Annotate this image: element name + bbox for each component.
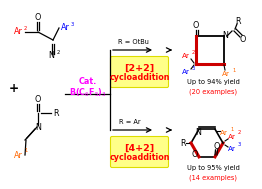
Text: Ar: Ar xyxy=(14,150,23,160)
Text: 3: 3 xyxy=(71,22,74,26)
Text: Ar: Ar xyxy=(222,71,230,77)
Text: R = OtBu: R = OtBu xyxy=(118,39,149,45)
Text: 2: 2 xyxy=(192,50,195,54)
Text: 2: 2 xyxy=(57,50,60,54)
Text: N: N xyxy=(195,128,201,137)
Text: O: O xyxy=(193,22,199,30)
Text: cycloaddition: cycloaddition xyxy=(109,153,170,161)
Text: 1: 1 xyxy=(230,127,233,132)
Text: O: O xyxy=(214,142,220,151)
Text: N: N xyxy=(48,51,54,60)
Text: B(C$_6$F$_5$)$_3$: B(C$_6$F$_5$)$_3$ xyxy=(69,87,107,99)
Text: Up to 95% yield: Up to 95% yield xyxy=(187,165,239,171)
FancyBboxPatch shape xyxy=(111,57,168,88)
Text: 2: 2 xyxy=(24,26,27,30)
Text: (14 examples): (14 examples) xyxy=(189,175,237,181)
Text: Up to 94% yield: Up to 94% yield xyxy=(187,79,239,85)
Text: Ar: Ar xyxy=(182,53,190,59)
Text: O: O xyxy=(240,35,246,43)
Text: O: O xyxy=(35,95,41,105)
FancyBboxPatch shape xyxy=(111,136,168,167)
Text: 2: 2 xyxy=(238,130,241,136)
Text: Ar: Ar xyxy=(61,23,69,33)
Text: 1: 1 xyxy=(232,67,235,73)
Text: R: R xyxy=(235,16,241,26)
Text: Ar: Ar xyxy=(14,28,23,36)
Text: [4+2]: [4+2] xyxy=(124,143,155,153)
Text: Ar: Ar xyxy=(220,130,228,136)
Text: Ar: Ar xyxy=(182,69,190,75)
Text: (20 examples): (20 examples) xyxy=(189,89,237,95)
Text: 3: 3 xyxy=(238,143,241,147)
Text: R: R xyxy=(180,139,186,147)
Text: 3: 3 xyxy=(192,66,195,70)
Text: Ar: Ar xyxy=(228,134,236,140)
Text: R = Ar: R = Ar xyxy=(119,119,141,125)
Text: cycloaddition: cycloaddition xyxy=(109,73,170,81)
Text: +: + xyxy=(9,81,19,94)
Text: O: O xyxy=(35,13,41,22)
Text: R: R xyxy=(53,108,59,118)
Text: N: N xyxy=(222,30,228,40)
Text: 1: 1 xyxy=(24,149,27,153)
Text: [2+2]: [2+2] xyxy=(124,64,155,73)
Text: Cat.: Cat. xyxy=(79,77,97,87)
Text: N: N xyxy=(35,122,41,132)
Text: Ar: Ar xyxy=(228,146,236,152)
Text: O: O xyxy=(192,150,198,159)
